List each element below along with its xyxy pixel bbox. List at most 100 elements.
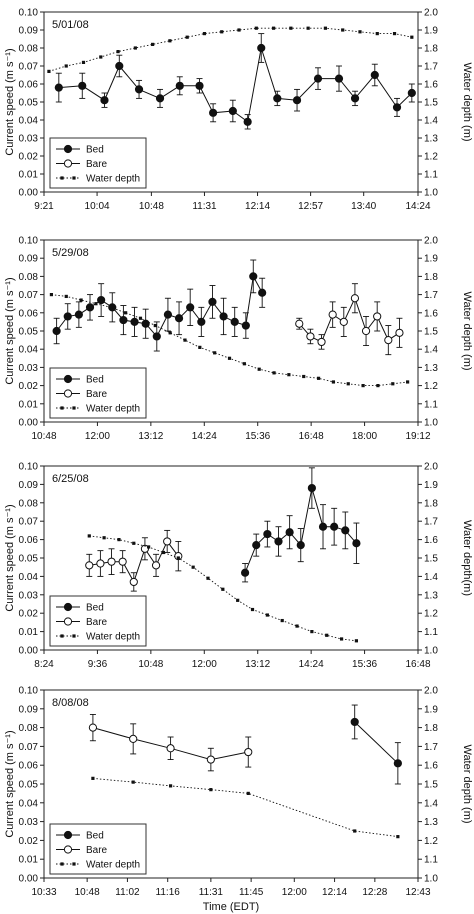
y2-tick-label: 1.4 [424, 345, 438, 356]
data-point [118, 557, 127, 566]
x-tick-label: 11:02 [115, 887, 140, 898]
y2-tick-label: 1.0 [424, 646, 438, 657]
y2-tick-label: 1.9 [424, 254, 438, 265]
data-point [237, 28, 241, 32]
x-tick-label: 10:04 [85, 201, 110, 212]
y2-tick-label: 1.8 [424, 498, 438, 509]
y-axis-label: Current speed (m s⁻¹) [4, 277, 16, 384]
data-point [228, 106, 237, 116]
y-tick-label: 0.10 [19, 686, 39, 697]
data-point [63, 312, 72, 321]
y2-tick-label: 1.5 [424, 780, 438, 791]
y2-axis-label: Water depth (m) [461, 744, 473, 823]
legend-marker [60, 406, 64, 410]
legend-marker [63, 845, 73, 854]
legend-marker [63, 602, 73, 612]
y2-tick-label: 1.0 [424, 418, 438, 429]
y2-tick-label: 1.9 [424, 480, 438, 491]
y-tick-label: 0.07 [19, 290, 39, 301]
data-point [102, 536, 106, 540]
data-point [151, 561, 161, 570]
y-tick-label: 0.03 [19, 817, 39, 828]
data-point [174, 314, 184, 323]
data-point [147, 545, 151, 549]
y2-tick-label: 1.5 [424, 554, 438, 565]
y2-tick-label: 1.3 [424, 590, 438, 601]
data-point [168, 331, 172, 335]
legend-marker [72, 176, 76, 180]
legend-label: Bed [86, 375, 104, 386]
data-point [138, 316, 143, 320]
data-point [117, 538, 121, 542]
data-point [341, 28, 345, 32]
x-tick-label: 16:48 [299, 431, 324, 442]
panel-date-label: 6/25/08 [52, 473, 89, 485]
data-point [406, 380, 410, 384]
y2-tick-label: 2.0 [424, 8, 438, 19]
data-point [64, 64, 68, 68]
legend-label: Bare [86, 845, 108, 856]
y-tick-label: 0.03 [19, 363, 39, 374]
y-tick-label: 0.02 [19, 609, 39, 620]
panel-date-label: 5/01/08 [52, 19, 89, 31]
chart-panel-2: 0.00 0.01 0.02 0.03 0.04 0.05 0.06 0.07 0.08 0.09… [4, 236, 473, 443]
y2-tick-label: 1.7 [424, 517, 438, 528]
chart-panel-4: 0.00 0.01 0.02 0.03 0.04 0.05 0.06 0.07 0.08 0.09… [4, 686, 473, 914]
y2-tick-label: 1.8 [424, 44, 438, 55]
legend-label: Bed [86, 145, 104, 156]
series-line [354, 721, 399, 764]
data-point [206, 576, 210, 580]
legend-label: Bare [86, 389, 108, 400]
x-tick-label: 9:36 [88, 659, 108, 670]
data-point [257, 43, 266, 53]
data-point [174, 552, 183, 561]
x-tick-label: 14:24 [299, 659, 324, 670]
data-point [240, 568, 250, 577]
data-point [163, 310, 173, 319]
data-point [285, 528, 294, 537]
y2-tick-label: 2.0 [424, 462, 438, 473]
x-tick-label: 10:48 [75, 887, 100, 898]
y-tick-label: 0.04 [19, 798, 39, 809]
data-point [91, 776, 95, 780]
y-tick-label: 0.04 [19, 572, 39, 583]
legend: Bed Bare Water depth [49, 137, 147, 189]
data-point [289, 26, 293, 30]
data-point [352, 539, 361, 548]
legend-marker [63, 374, 73, 384]
series-water-depth [91, 776, 400, 839]
x-tick-label: 12:14 [322, 887, 347, 898]
data-point [64, 294, 68, 299]
y2-tick-label: 1.3 [424, 363, 438, 374]
data-point [195, 81, 204, 90]
x-tick-label: 11:31 [199, 887, 224, 898]
y2-tick-label: 1.1 [424, 627, 438, 638]
data-point [153, 323, 157, 328]
data-point [391, 382, 395, 386]
data-point [99, 55, 103, 59]
series-bed [52, 259, 267, 352]
data-point [354, 639, 359, 643]
data-point [243, 117, 252, 126]
legend-marker [60, 176, 64, 180]
data-point [328, 310, 337, 319]
y-tick-label: 0.09 [19, 254, 39, 265]
y2-tick-label: 1.6 [424, 535, 438, 546]
y-axis-label: Current speed (m s⁻¹) [4, 504, 16, 611]
y2-tick-label: 1.0 [424, 874, 438, 885]
x-tick-label: 18:00 [352, 431, 377, 442]
legend-marker [63, 830, 73, 840]
series-bare [295, 283, 404, 356]
legend-label: Water depth [86, 860, 140, 871]
data-point [132, 541, 136, 545]
legend-label: Bed [86, 603, 104, 614]
data-point [346, 382, 350, 386]
y2-tick-label: 1.3 [424, 134, 438, 145]
y-tick-label: 0.05 [19, 327, 39, 338]
data-point [395, 328, 404, 337]
data-point [219, 312, 228, 321]
data-point [257, 367, 261, 371]
data-point [271, 26, 276, 30]
y2-tick-label: 1.4 [424, 572, 438, 583]
data-point [129, 577, 138, 587]
